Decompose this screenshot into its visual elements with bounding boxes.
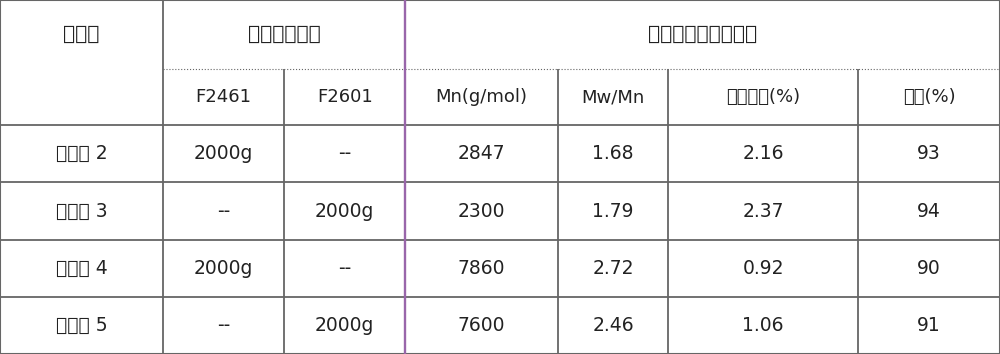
- Text: 94: 94: [917, 201, 941, 221]
- Text: --: --: [338, 144, 351, 164]
- Text: 实施例: 实施例: [63, 25, 100, 44]
- Text: 端缧基液体氟弹性体: 端缧基液体氟弹性体: [648, 25, 757, 44]
- Text: 缧基含量(%): 缧基含量(%): [726, 88, 800, 106]
- Text: 1.79: 1.79: [592, 201, 634, 221]
- Text: 2000g: 2000g: [315, 201, 374, 221]
- Text: 91: 91: [917, 316, 941, 335]
- Text: --: --: [338, 259, 351, 278]
- Text: 实施例 3: 实施例 3: [56, 201, 107, 221]
- Text: 2847: 2847: [458, 144, 505, 164]
- Text: 93: 93: [917, 144, 941, 164]
- Text: 实施例 2: 实施例 2: [56, 144, 107, 164]
- Text: 2000g: 2000g: [194, 259, 253, 278]
- Text: 7600: 7600: [458, 316, 505, 335]
- Text: 0.92: 0.92: [742, 259, 784, 278]
- Text: 2000g: 2000g: [315, 316, 374, 335]
- Text: 2.37: 2.37: [742, 201, 784, 221]
- Text: 产率(%): 产率(%): [903, 88, 955, 106]
- Text: 实施例 4: 实施例 4: [56, 259, 107, 278]
- Text: 1.06: 1.06: [742, 316, 784, 335]
- Text: 固体氟弹性体: 固体氟弹性体: [248, 25, 321, 44]
- Text: --: --: [217, 316, 230, 335]
- Text: Mn(g/mol): Mn(g/mol): [436, 88, 528, 106]
- Text: 90: 90: [917, 259, 941, 278]
- Text: F2461: F2461: [196, 88, 252, 106]
- Text: 2.72: 2.72: [592, 259, 634, 278]
- Text: 2300: 2300: [458, 201, 505, 221]
- Text: 2000g: 2000g: [194, 144, 253, 164]
- Text: --: --: [217, 201, 230, 221]
- Text: F2601: F2601: [317, 88, 373, 106]
- Text: 2.46: 2.46: [592, 316, 634, 335]
- Text: 7860: 7860: [458, 259, 505, 278]
- Text: 1.68: 1.68: [592, 144, 634, 164]
- Text: 2.16: 2.16: [742, 144, 784, 164]
- Text: Mw/Mn: Mw/Mn: [582, 88, 645, 106]
- Text: 实施例 5: 实施例 5: [56, 316, 107, 335]
